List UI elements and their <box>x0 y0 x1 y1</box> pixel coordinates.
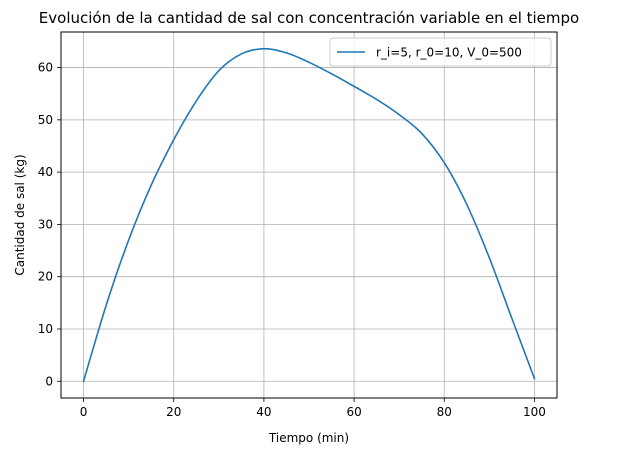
plot-background <box>61 32 557 398</box>
y-tick-label: 40 <box>38 165 53 179</box>
y-axis: 0 10 20 30 40 50 60 <box>38 61 61 388</box>
legend-entry-label: r_i=5, r_0=10, V_0=500 <box>376 46 522 60</box>
x-tick-label: 0 <box>80 405 88 419</box>
series-line <box>82 47 536 383</box>
y-tick-label: 60 <box>38 61 53 75</box>
chart-title: Evolución de la cantidad de sal con conc… <box>39 9 579 27</box>
plot-frame <box>60 31 558 399</box>
x-tick-label: 100 <box>523 405 546 419</box>
x-tick-label: 80 <box>437 405 452 419</box>
x-tick-label: 20 <box>166 405 181 419</box>
x-axis-label: Tiempo (min) <box>268 431 349 445</box>
y-axis-label: Cantidad de sal (kg) <box>13 154 27 275</box>
legend: r_i=5, r_0=10, V_0=500 <box>329 37 552 67</box>
y-tick-label: 0 <box>45 374 53 388</box>
x-tick-label: 40 <box>256 405 271 419</box>
y-tick-label: 10 <box>38 322 53 336</box>
x-tick-label: 60 <box>346 405 361 419</box>
series-group <box>82 47 536 383</box>
y-tick-label: 20 <box>38 270 53 284</box>
y-tick-label: 30 <box>38 217 53 231</box>
y-tick-label: 50 <box>38 113 53 127</box>
x-axis: 0 20 40 60 80 100 <box>80 398 546 419</box>
grid <box>61 32 557 398</box>
legend-box <box>329 37 552 67</box>
